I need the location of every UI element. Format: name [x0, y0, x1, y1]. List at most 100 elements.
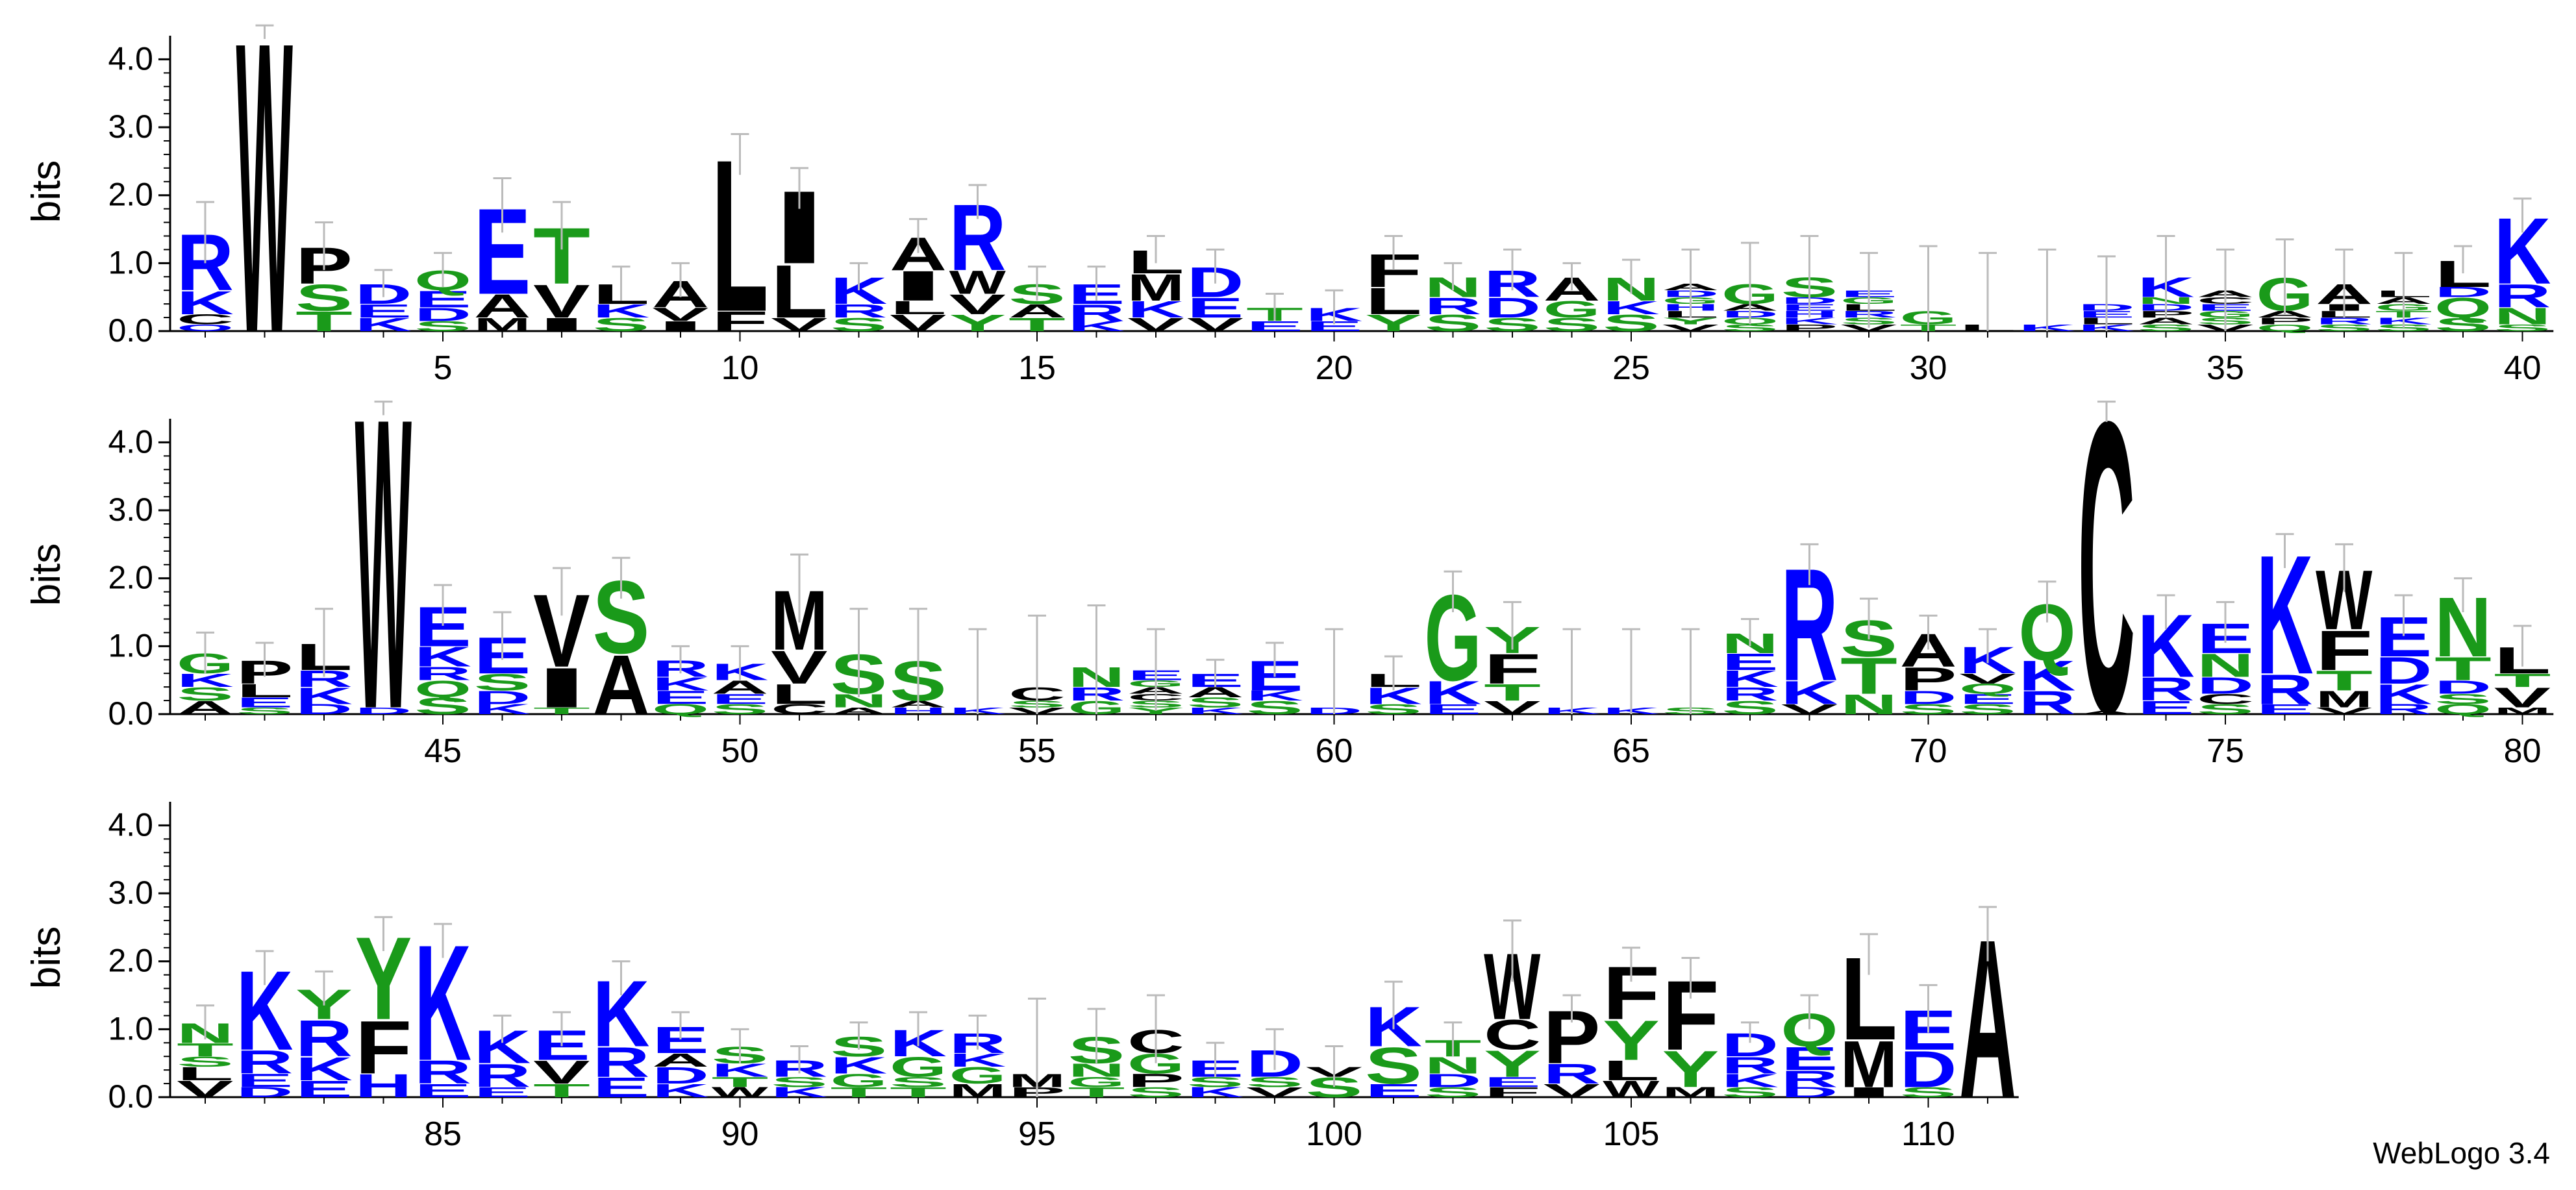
logo-letter-S: S	[1484, 314, 1541, 335]
x-tick-label: 20	[1316, 349, 1353, 387]
logo-letter-A: A	[831, 706, 888, 716]
logo-letter-F: F	[712, 306, 769, 338]
logo-letter-V: V	[2316, 706, 2372, 716]
logo-letter-Y: Y	[1365, 310, 1422, 336]
logo-letter-V: V	[533, 1054, 590, 1091]
logo-column-26: VYLHGDA	[1662, 248, 1719, 333]
logo-column-31: L	[1959, 252, 2016, 333]
logo-letter-S: S	[1246, 1074, 1303, 1090]
logo-letter-P: P	[1900, 661, 1957, 698]
logo-letter-I: I	[533, 314, 590, 336]
logo-letter-R: R	[1781, 1066, 1838, 1092]
logo-letter-K: K	[414, 641, 471, 673]
logo-letter-I: I	[652, 318, 709, 334]
weblogo-credit: WebLogo 3.4	[2373, 1136, 2550, 1170]
logo-letter-R: R	[1721, 684, 1779, 705]
x-tick-label: 10	[721, 349, 759, 387]
y-axis-label: bits	[24, 543, 69, 606]
logo-column-68: VKR	[1781, 536, 1838, 717]
logo-letter-T: T	[831, 1084, 888, 1100]
logo-column-25: SKN	[1603, 258, 1660, 336]
logo-letter-F: F	[1484, 1084, 1541, 1100]
logo-letter-S: S	[414, 693, 471, 719]
x-tick-label: 55	[1018, 732, 1056, 770]
logo-letter-S: S	[1425, 310, 1482, 336]
logo-letter-E: E	[1721, 649, 1779, 675]
logo-letter-E: E	[1425, 702, 1482, 717]
logo-letter-D: D	[414, 304, 471, 325]
logo-letter-H: H	[355, 1067, 412, 1104]
logo-letter-N: N	[1068, 1060, 1125, 1081]
logo-letter-E: E	[2257, 702, 2314, 717]
logo-letter-K: K	[355, 314, 412, 336]
logo-letter-R: R	[414, 663, 471, 684]
logo-column-8: SKL	[593, 266, 650, 335]
logo-column-60: D	[1306, 628, 1362, 716]
logo-letter-K: K	[831, 1052, 888, 1078]
logo-letter-S: S	[1187, 695, 1244, 710]
logo-letter-V: V	[2494, 682, 2551, 713]
logo-letter-D: D	[2197, 673, 2254, 699]
logo-column-22: SRN	[1425, 262, 1482, 336]
x-tick-label: 60	[1316, 732, 1353, 770]
logo-column-19: ET	[1246, 292, 1303, 334]
logo-column-73: AC	[2078, 334, 2135, 799]
logo-column-37: SRLIA	[2316, 248, 2373, 333]
logo-letter-S: S	[2138, 323, 2195, 333]
logo-letter-R: R	[2316, 316, 2373, 327]
logo-letter-D: D	[652, 1063, 709, 1089]
logo-column-69: NTS	[1840, 597, 1897, 721]
logo-column-12: SRK	[831, 262, 887, 335]
logo-column-54: K	[949, 628, 1006, 716]
logo-letter-K: K	[593, 301, 650, 322]
logo-column-11: VLI	[771, 167, 828, 335]
y-tick-label: 1.0	[108, 627, 153, 663]
logo-letter-G: G	[831, 1070, 888, 1091]
logo-letter-E: E	[414, 1080, 471, 1101]
logo-letter-A: A	[652, 1050, 709, 1071]
logo-letter-S: S	[2434, 314, 2492, 335]
logo-letter-I: I	[890, 262, 947, 310]
logo-letter-T: T	[1840, 647, 1897, 704]
logo-column-38: SKTGAL	[2375, 252, 2432, 333]
logo-letter-S: S	[1365, 1037, 1422, 1095]
logo-column-18: VED	[1187, 248, 1244, 335]
logo-column-57: YSCAGE	[1127, 628, 1184, 716]
logo-column-4: KED	[355, 269, 412, 336]
logo-letter-E: E	[593, 1071, 650, 1103]
logo-letter-V: V	[1840, 323, 1897, 333]
logo-letter-S: S	[1187, 1074, 1244, 1090]
x-tick-label: 105	[1603, 1115, 1660, 1153]
x-tick-label: 25	[1612, 349, 1650, 387]
logo-letter-S: S	[2434, 691, 2492, 707]
y-tick-label: 0.0	[108, 312, 153, 349]
logo-column-101: ESK	[1365, 980, 1422, 1101]
logo-column-32: K	[2019, 248, 2075, 333]
logo-column-52: ANS	[831, 608, 888, 716]
logo-letter-C: C	[1484, 1011, 1541, 1059]
logo-letter-V: V	[1959, 671, 2016, 686]
y-tick-label: 3.0	[108, 491, 153, 528]
logo-letter-V: V	[1127, 314, 1184, 335]
logo-letter-Y: Y	[1603, 1009, 1660, 1072]
logo-letter-S: S	[2316, 323, 2373, 333]
logo-letter-S: S	[1959, 702, 2016, 717]
logo-letter-K: K	[474, 701, 531, 717]
x-tick-label: 85	[424, 1115, 462, 1153]
logo-letter-T: T	[2494, 670, 2551, 691]
logo-letter-C: C	[771, 701, 828, 717]
logo-letter-M: M	[949, 1080, 1007, 1101]
logo-letter-E: E	[1959, 691, 2016, 707]
